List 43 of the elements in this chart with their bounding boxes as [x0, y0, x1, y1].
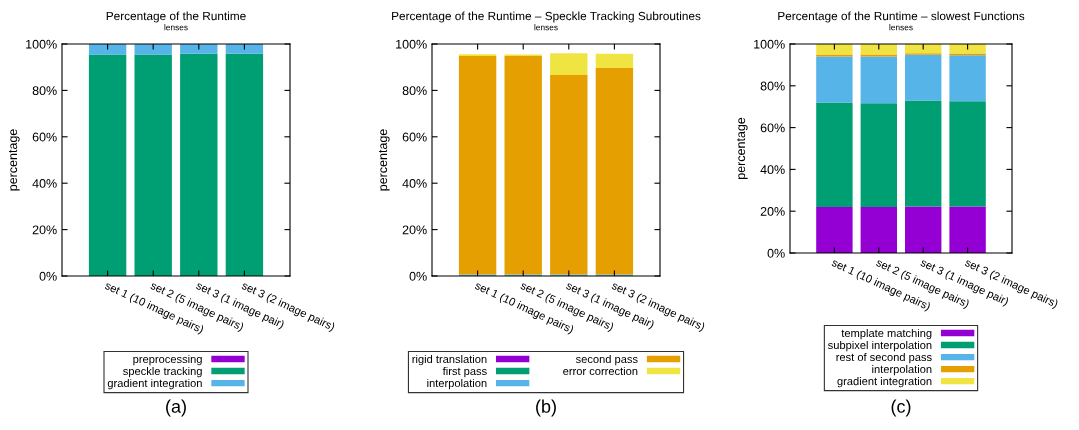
text: (c) [891, 399, 911, 417]
y-tick-label: 60% [760, 123, 785, 133]
legend-label: interpolation [427, 378, 487, 390]
chart-title: Percentage of the Runtime [106, 11, 246, 23]
chart-subtitle: lenses [889, 24, 913, 31]
legend-label: error correction [563, 366, 638, 376]
y-tick-label: 100% [396, 39, 427, 49]
legend-label: gradient integration [107, 378, 202, 390]
y-tick-label: 20% [760, 207, 785, 216]
y-tick-label: 60% [402, 132, 427, 142]
y-tick-label: 80% [402, 86, 427, 96]
y-tick-label: 20% [402, 225, 427, 235]
y-tick-label: 40% [402, 179, 427, 188]
y-tick-label: 80% [32, 86, 57, 96]
y-tick-label: 40% [32, 179, 57, 188]
y-tick-label: 0% [39, 271, 57, 281]
chart-title: Percentage of the Runtime – Speckle Tracking Subroutines [392, 11, 701, 23]
text: (b) [536, 399, 556, 417]
y-tick-label: 0% [767, 248, 785, 258]
legend-label: second pass [575, 354, 638, 366]
y-tick-label: 80% [760, 81, 785, 91]
legend-label: subpixel interpolation [828, 340, 932, 352]
y-tick-label: 100% [26, 39, 57, 49]
legend-label: gradient integration [837, 376, 932, 388]
legend-label: template matching [841, 328, 932, 340]
text: (a) [166, 399, 186, 417]
legend-label: preprocessing [133, 354, 202, 366]
chart-title: Percentage of the Runtime – slowest Functions [778, 11, 1025, 23]
y-tick-label: 60% [32, 132, 57, 142]
y-tick-label: 20% [32, 225, 57, 235]
legend-label: speckle tracking [123, 366, 202, 378]
y-axis-title: percentage [736, 117, 748, 179]
y-tick-label: 100% [754, 39, 785, 49]
legend-label: interpolation [872, 364, 932, 376]
y-axis-title: percentage [8, 129, 20, 191]
chart-subtitle: lenses [534, 24, 558, 31]
legend-label: first pass [442, 366, 487, 378]
y-tick-label: 0% [409, 271, 427, 281]
legend-label: rest of second pass [836, 352, 932, 364]
chart-subtitle: lenses [164, 24, 188, 31]
y-axis-title: percentage [378, 129, 390, 191]
y-tick-label: 40% [760, 165, 785, 175]
legend-label: rigid translation [412, 354, 487, 366]
